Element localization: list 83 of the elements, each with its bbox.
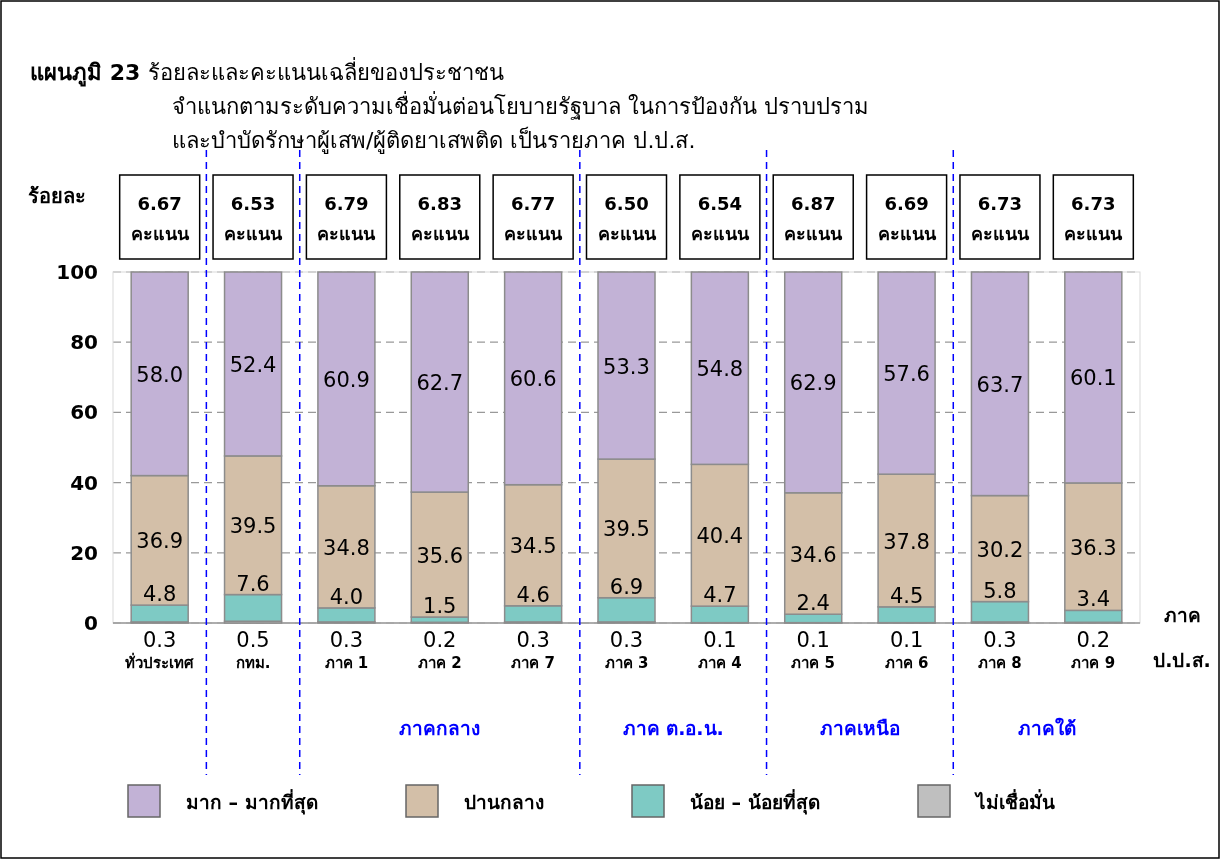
data-label: 58.0 bbox=[136, 362, 184, 387]
data-label: 39.5 bbox=[603, 517, 650, 542]
x-tick-label: ภาค 4 bbox=[698, 654, 742, 672]
data-label: 60.9 bbox=[323, 367, 370, 392]
data-label: 60.1 bbox=[1069, 366, 1117, 391]
legend-label: ปานกลาง bbox=[464, 791, 544, 813]
data-label: 36.9 bbox=[136, 529, 184, 554]
text: ภาค ต.อ.น. bbox=[622, 717, 724, 739]
data-label: 54.8 bbox=[696, 357, 744, 382]
y-tick-label: 80 bbox=[70, 330, 98, 355]
y-tick-label: 20 bbox=[70, 540, 98, 565]
x-tick-label: ภาค 3 bbox=[604, 654, 649, 672]
data-label: 7.6 bbox=[236, 571, 270, 596]
y-tick-label: 40 bbox=[70, 470, 98, 495]
data-label: 0.5 bbox=[236, 628, 270, 652]
data-label: 35.6 bbox=[416, 543, 464, 568]
data-label: 0.3 bbox=[983, 628, 1017, 652]
data-label: 4.0 bbox=[329, 584, 364, 609]
data-label: 0.3 bbox=[609, 628, 644, 652]
data-label: 57.6 bbox=[883, 362, 930, 387]
text: 6.53 คะแนน bbox=[224, 193, 284, 244]
text: 6.87 คะแนน bbox=[784, 193, 844, 244]
data-label: 5.8 bbox=[983, 578, 1017, 603]
text: ภาคเหนือ bbox=[819, 717, 900, 739]
text: 6.77 คะแนน bbox=[504, 193, 564, 244]
data-label: 36.3 bbox=[1069, 535, 1117, 560]
text: 6.79 คะแนน bbox=[317, 193, 377, 244]
x-tick-label: ภาค 1 bbox=[324, 654, 369, 672]
text: ภาคใต้ bbox=[1017, 717, 1076, 739]
data-label: 62.9 bbox=[789, 371, 837, 396]
data-label: 0.1 bbox=[796, 628, 830, 652]
data-label: 0.1 bbox=[889, 628, 924, 652]
data-label: 1.5 bbox=[423, 594, 457, 619]
y-tick-label: 0 bbox=[84, 611, 98, 635]
data-label: 4.7 bbox=[703, 583, 737, 608]
text: 6.73 คะแนน bbox=[1064, 193, 1124, 244]
legend-label: น้อย – น้อยที่สุด bbox=[690, 789, 820, 815]
data-label: 34.6 bbox=[789, 542, 837, 567]
x-tick-label: ภาค 5 bbox=[791, 654, 836, 672]
text: 6.50 คะแนน bbox=[597, 193, 657, 244]
data-label: 0.3 bbox=[329, 628, 364, 652]
x-tick-label: ภาค 9 bbox=[1071, 654, 1116, 672]
text: ภาค ป.ป.ส. bbox=[1153, 604, 1211, 671]
x-tick-label: ภาค 2 bbox=[417, 654, 462, 672]
data-label: 6.9 bbox=[609, 574, 644, 599]
y-tick-label: 100 bbox=[56, 260, 98, 284]
y-tick-label: 60 bbox=[70, 400, 98, 425]
y-axis-title: ร้อยละ bbox=[28, 184, 86, 208]
data-label: 4.5 bbox=[889, 583, 924, 608]
data-label: 0.1 bbox=[703, 628, 737, 652]
data-label: 30.2 bbox=[976, 537, 1024, 562]
data-label: 0.3 bbox=[516, 628, 550, 652]
text: 6.54 คะแนน bbox=[690, 193, 750, 244]
data-label: 62.7 bbox=[416, 371, 464, 396]
x-tick-label: ภาค 7 bbox=[511, 654, 555, 672]
text: 6.67 คะแนน bbox=[130, 193, 190, 244]
data-label: 4.8 bbox=[142, 582, 177, 607]
data-label: 0.3 bbox=[142, 628, 177, 652]
data-label: 34.5 bbox=[509, 534, 557, 559]
text: 6.69 คะแนน bbox=[877, 193, 937, 244]
data-label: 63.7 bbox=[976, 372, 1024, 397]
data-label: 39.5 bbox=[229, 514, 277, 539]
x-tick-label: ทั่วประเทศ bbox=[125, 652, 195, 672]
data-label: 0.2 bbox=[423, 628, 457, 652]
legend-label: มาก – มากที่สุด bbox=[186, 789, 318, 815]
x-tick-label: กทม. bbox=[235, 654, 271, 672]
data-label: 4.6 bbox=[516, 582, 550, 607]
data-label: 53.3 bbox=[603, 354, 650, 379]
data-label: 40.4 bbox=[696, 524, 744, 549]
data-label: 0.2 bbox=[1076, 628, 1111, 652]
data-label: 3.4 bbox=[1076, 587, 1111, 612]
chart-title: แผนภูมิ 23 ร้อยละและคะแนนเฉลี่ยของประชาชน จำแนกตามระดับความเชื่อมั่นต่อนโยบายรัฐบาล ในการป้องกัน ปราบปราม และบำบัดรักษาผู้เสพ/ผู้ติดยาเสพติด เป็นรายภาค ป.ป.ส. bbox=[30, 57, 869, 154]
data-label: 2.4 bbox=[796, 591, 830, 616]
text: 6.83 คะแนน bbox=[410, 193, 470, 244]
x-tick-label: ภาค 6 bbox=[884, 654, 929, 672]
data-label: 60.6 bbox=[509, 367, 557, 392]
data-label: 52.4 bbox=[229, 352, 277, 377]
text: ภาคกลาง bbox=[399, 717, 481, 739]
legend-label: ไม่เชื่อมั่น bbox=[974, 789, 1055, 813]
data-label: 34.8 bbox=[323, 535, 370, 560]
x-tick-label: ภาค 8 bbox=[978, 654, 1022, 672]
data-label: 37.8 bbox=[883, 529, 930, 554]
text: 6.73 คะแนน bbox=[970, 193, 1030, 244]
